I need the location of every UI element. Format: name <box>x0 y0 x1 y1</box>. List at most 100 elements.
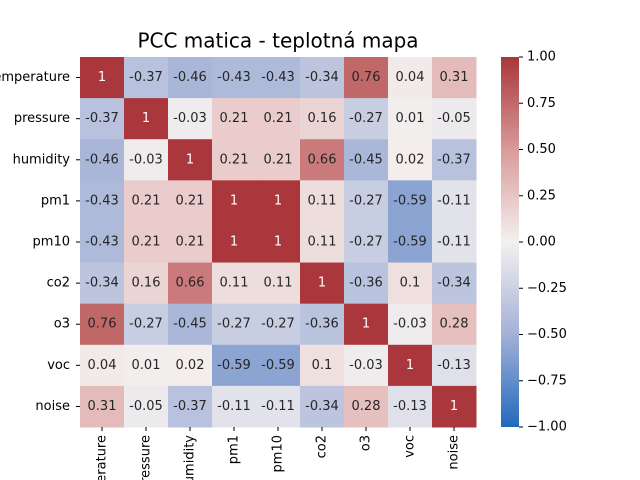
heatmap-cell <box>344 98 389 140</box>
cell-label: -0.34 <box>305 399 339 414</box>
x-tick-label: pm10 <box>271 435 286 472</box>
cell-label: 1 <box>274 235 282 250</box>
heatmap-cell <box>212 303 257 346</box>
x-tick-label: noise <box>447 435 462 470</box>
heatmap-cell <box>212 344 257 387</box>
cell-label: -0.03 <box>349 358 383 373</box>
cell-label: 0.21 <box>176 235 205 250</box>
heatmap-cell <box>256 262 301 305</box>
heatmap-cell <box>388 262 433 305</box>
y-tick-label: temperature <box>0 70 70 85</box>
cell-label: -0.27 <box>217 317 251 332</box>
heatmap-cell <box>256 180 301 222</box>
colorbar-tick-label: 1.00 <box>527 50 556 65</box>
heatmap-cell <box>432 344 477 387</box>
cell-label: 0.66 <box>308 152 337 167</box>
y-tick-label: voc <box>47 358 70 373</box>
heatmap-cell <box>388 385 433 428</box>
cell-label: -0.46 <box>85 152 119 167</box>
heatmap-cell <box>388 57 433 99</box>
x-tick-label: o3 <box>359 435 374 451</box>
y-tick-label: noise <box>35 399 70 414</box>
heatmap-cell <box>432 139 477 181</box>
cell-label: -0.46 <box>173 70 207 85</box>
y-tick-label: pm1 <box>41 193 70 208</box>
cell-label: 0.76 <box>88 317 117 332</box>
cell-label: -0.27 <box>261 317 295 332</box>
heatmap-cell <box>300 139 345 181</box>
cell-label: 0.16 <box>308 111 337 126</box>
cell-label: -0.45 <box>349 152 383 167</box>
heatmap-cell <box>212 262 257 305</box>
heatmap-cell <box>168 385 213 428</box>
cell-label: 0.28 <box>440 317 469 332</box>
cell-label: 0.1 <box>400 276 421 291</box>
colorbar-tick-label: −0.75 <box>527 373 567 388</box>
heatmap-cell <box>388 221 433 264</box>
y-tick-label: humidity <box>13 152 71 167</box>
heatmap-cell <box>168 221 213 264</box>
cell-label: 0.28 <box>352 399 381 414</box>
cell-label: -0.11 <box>261 399 295 414</box>
colorbar-tick-label: 0.75 <box>527 96 556 111</box>
y-tick-label: pressure <box>14 111 70 126</box>
heatmap-cell <box>344 57 389 99</box>
cell-label: 0.11 <box>220 276 249 291</box>
heatmap-cell <box>80 98 125 140</box>
heatmap-cell <box>168 303 213 346</box>
heatmap-cell <box>388 303 433 346</box>
cell-label: 1 <box>186 152 194 167</box>
cell-label: 1 <box>230 235 238 250</box>
cell-label: 0.31 <box>440 70 469 85</box>
heatmap-cell <box>344 385 389 428</box>
cell-label: -0.43 <box>217 70 251 85</box>
heatmap-cell <box>212 57 257 99</box>
x-tick-label: voc <box>403 435 418 458</box>
heatmap-cell <box>388 180 433 222</box>
cell-label: -0.59 <box>393 235 427 250</box>
heatmap-cell <box>256 98 301 140</box>
x-tick-label: temperature <box>95 435 110 480</box>
heatmap-cell <box>256 57 301 99</box>
heatmap-cell <box>80 139 125 181</box>
heatmap-cell <box>344 180 389 222</box>
cell-label: 1 <box>450 399 458 414</box>
cell-label: -0.37 <box>129 70 163 85</box>
cell-label: -0.37 <box>437 152 471 167</box>
heatmap-cell <box>432 385 477 428</box>
x-tick-label: pm1 <box>227 435 242 464</box>
heatmap-cell <box>300 180 345 222</box>
heatmap-cell <box>124 344 169 387</box>
cell-label: -0.34 <box>437 276 471 291</box>
y-tick-label: co2 <box>47 276 70 291</box>
cell-label: 1 <box>142 111 150 126</box>
cell-label: -0.37 <box>85 111 119 126</box>
cell-label: 1 <box>318 276 326 291</box>
cell-label: -0.13 <box>393 399 427 414</box>
heatmap-cell <box>212 221 257 264</box>
cell-label: 0.16 <box>132 276 161 291</box>
heatmap-cell <box>168 344 213 387</box>
x-tick-label: pressure <box>139 435 154 480</box>
cell-label: -0.03 <box>173 111 207 126</box>
heatmap-cell <box>212 139 257 181</box>
heatmap-cell <box>256 303 301 346</box>
heatmap-cell <box>388 344 433 387</box>
cell-label: -0.45 <box>173 317 207 332</box>
cell-label: -0.43 <box>261 70 295 85</box>
heatmap-cell <box>80 221 125 264</box>
cell-label: 1 <box>98 70 106 85</box>
heatmap-cell <box>300 303 345 346</box>
heatmap-cell <box>432 262 477 305</box>
heatmap-cell <box>124 180 169 222</box>
heatmap-cell <box>80 385 125 428</box>
heatmap-cell <box>432 98 477 140</box>
cell-label: 0.01 <box>396 111 425 126</box>
heatmap-cell <box>124 98 169 140</box>
heatmap-cell <box>168 180 213 222</box>
cell-label: -0.05 <box>437 111 471 126</box>
heatmap-cell <box>300 344 345 387</box>
heatmap-cell <box>432 303 477 346</box>
cell-label: -0.27 <box>349 235 383 250</box>
heatmap-cell <box>300 98 345 140</box>
